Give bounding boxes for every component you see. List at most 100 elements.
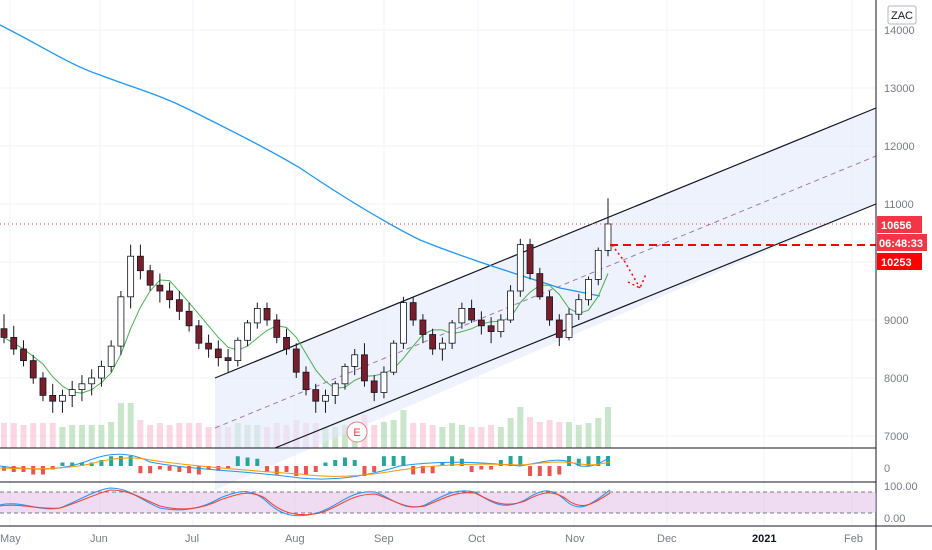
candle[interactable] <box>351 354 359 367</box>
candle[interactable] <box>585 278 592 301</box>
candle[interactable] <box>331 383 339 396</box>
candle[interactable] <box>390 342 398 373</box>
candle[interactable] <box>565 313 573 338</box>
price-axis[interactable]: 14000 13000 12000 11000 9000 8000 7000 <box>884 25 915 443</box>
candle[interactable] <box>370 380 378 393</box>
svg-text:Oct: Oct <box>468 533 485 545</box>
macd-histogram-bar <box>391 456 396 466</box>
candle[interactable] <box>487 325 495 332</box>
time-axis[interactable]: May Jun Jul Aug Sep Oct Nov Dec 2021 Feb <box>0 533 863 545</box>
candle[interactable] <box>224 357 232 362</box>
macd-histogram-bar <box>508 456 513 466</box>
candle[interactable] <box>39 377 47 396</box>
candle[interactable] <box>458 307 466 324</box>
symbol-badge[interactable]: ZAC <box>887 5 917 25</box>
candle[interactable] <box>380 371 388 393</box>
macd-histogram-bar <box>606 456 610 466</box>
candle[interactable] <box>98 365 105 379</box>
candle[interactable] <box>516 244 524 292</box>
svg-text:Aug: Aug <box>285 533 305 545</box>
volume-bar <box>127 403 134 448</box>
candle[interactable] <box>526 244 534 275</box>
volume-bar <box>429 425 436 448</box>
candle[interactable] <box>59 394 66 402</box>
candle[interactable] <box>322 394 329 402</box>
candle[interactable] <box>49 394 57 402</box>
macd-pane[interactable] <box>0 453 611 480</box>
macd-histogram-bar <box>148 466 153 474</box>
volume-bar <box>595 418 602 448</box>
channel-median-line <box>214 155 877 429</box>
candle[interactable] <box>507 290 514 321</box>
volume-bar <box>88 425 95 448</box>
svg-text:10656: 10656 <box>881 220 912 232</box>
candle[interactable] <box>448 322 456 344</box>
channel-upper-line[interactable] <box>214 107 877 379</box>
candle[interactable] <box>175 299 183 312</box>
candle[interactable] <box>468 307 476 321</box>
svg-text:Jul: Jul <box>185 533 199 545</box>
earnings-marker[interactable]: E <box>346 421 368 443</box>
stochastic-pane[interactable] <box>0 487 876 517</box>
candle[interactable] <box>292 348 300 373</box>
candle[interactable] <box>156 284 164 292</box>
candle[interactable] <box>409 302 417 321</box>
candle[interactable] <box>497 319 505 333</box>
channel-lower-line[interactable] <box>274 203 877 449</box>
svg-text:E: E <box>353 427 360 439</box>
candle[interactable] <box>477 319 485 327</box>
candle[interactable] <box>575 299 583 315</box>
candle[interactable] <box>166 290 174 301</box>
macd-histogram-bar <box>381 456 386 466</box>
candlestick-series[interactable] <box>0 198 612 413</box>
candle[interactable] <box>195 325 203 344</box>
candle[interactable] <box>429 334 437 350</box>
macd-histogram-bar <box>138 466 143 474</box>
candle[interactable] <box>341 365 349 385</box>
candle[interactable] <box>117 296 125 347</box>
svg-text:9000: 9000 <box>884 315 908 327</box>
candle[interactable] <box>555 319 563 338</box>
volume-bar <box>527 417 534 448</box>
candle[interactable] <box>263 307 271 321</box>
macd-line <box>0 453 611 480</box>
candle[interactable] <box>136 255 144 272</box>
candle[interactable] <box>20 348 27 362</box>
candle[interactable] <box>302 371 310 391</box>
candle[interactable] <box>546 296 553 321</box>
candle[interactable] <box>594 249 602 280</box>
macd-histogram-bar <box>196 466 201 475</box>
volume-bar <box>1 423 7 448</box>
candle[interactable] <box>234 339 242 361</box>
volume-bar <box>468 427 475 448</box>
candle[interactable] <box>438 342 446 350</box>
candle[interactable] <box>244 322 251 341</box>
candle[interactable] <box>273 319 281 338</box>
candle[interactable] <box>78 383 86 390</box>
candle[interactable] <box>283 336 290 350</box>
candle[interactable] <box>400 302 407 344</box>
candle[interactable] <box>127 255 135 298</box>
volume-bar <box>517 407 524 448</box>
candle[interactable] <box>205 342 212 350</box>
candle[interactable] <box>146 270 154 286</box>
candle[interactable] <box>312 389 320 402</box>
candle[interactable] <box>10 336 18 350</box>
candle[interactable] <box>0 328 8 338</box>
candle[interactable] <box>536 273 544 298</box>
volume-bar <box>458 425 465 448</box>
candle[interactable] <box>253 307 261 324</box>
candle[interactable] <box>604 223 612 251</box>
candle[interactable] <box>107 345 115 367</box>
candle[interactable] <box>29 360 37 379</box>
candle[interactable] <box>185 310 193 327</box>
macd-histogram-bar <box>206 466 211 470</box>
candle[interactable] <box>419 319 427 335</box>
candle[interactable] <box>88 377 96 385</box>
macd-histogram-bar <box>518 456 523 466</box>
candle[interactable] <box>214 348 222 359</box>
projection-arrow[interactable] <box>611 244 647 290</box>
candle[interactable] <box>361 354 368 382</box>
candle[interactable] <box>68 389 76 396</box>
